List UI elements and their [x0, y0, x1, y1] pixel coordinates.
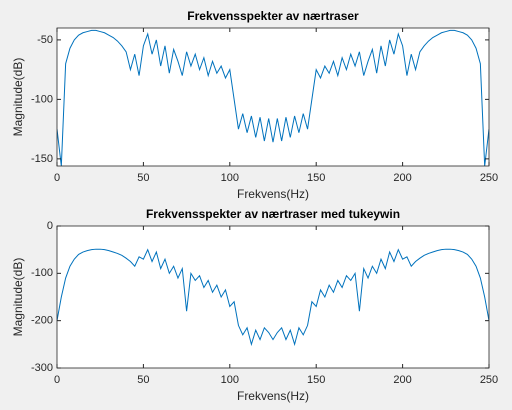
- axes-box: [56, 225, 490, 369]
- x-tick-label: 200: [393, 374, 411, 386]
- x-tick-label: 150: [307, 172, 325, 184]
- y-axis-label: Magnitude(dB): [11, 258, 25, 337]
- y-tick-label: -50: [37, 34, 53, 46]
- y-tick-label: -100: [31, 267, 53, 279]
- x-tick-label: 0: [54, 172, 60, 184]
- x-tick-label: 0: [54, 374, 60, 386]
- x-tick-label: 200: [393, 172, 411, 184]
- x-tick-label: 100: [221, 172, 239, 184]
- y-tick-label: 0: [47, 220, 53, 232]
- x-axis-label: Frekvens(Hz): [237, 389, 309, 403]
- data-line: [57, 29, 489, 166]
- y-tick-label: -300: [31, 362, 53, 374]
- y-tick-label: -150: [31, 153, 53, 165]
- y-tick-label: -200: [31, 315, 53, 327]
- y-tick-label: -100: [31, 93, 53, 105]
- x-tick-label: 250: [480, 374, 498, 386]
- x-tick-label: 150: [307, 374, 325, 386]
- plot-area: [57, 226, 489, 368]
- x-tick-label: 100: [221, 374, 239, 386]
- axes-box: [56, 27, 490, 167]
- plot-area: [57, 28, 489, 166]
- x-tick-label: 250: [480, 172, 498, 184]
- chart-title: Frekvensspekter av nærtraser: [187, 9, 359, 23]
- x-tick-label: 50: [137, 172, 149, 184]
- chart-title: Frekvensspekter av nærtraser med tukeywi…: [146, 207, 400, 221]
- data-line: [57, 248, 489, 347]
- x-axis-label: Frekvens(Hz): [237, 187, 309, 201]
- x-tick-label: 50: [137, 374, 149, 386]
- y-axis-label: Magnitude(dB): [11, 58, 25, 137]
